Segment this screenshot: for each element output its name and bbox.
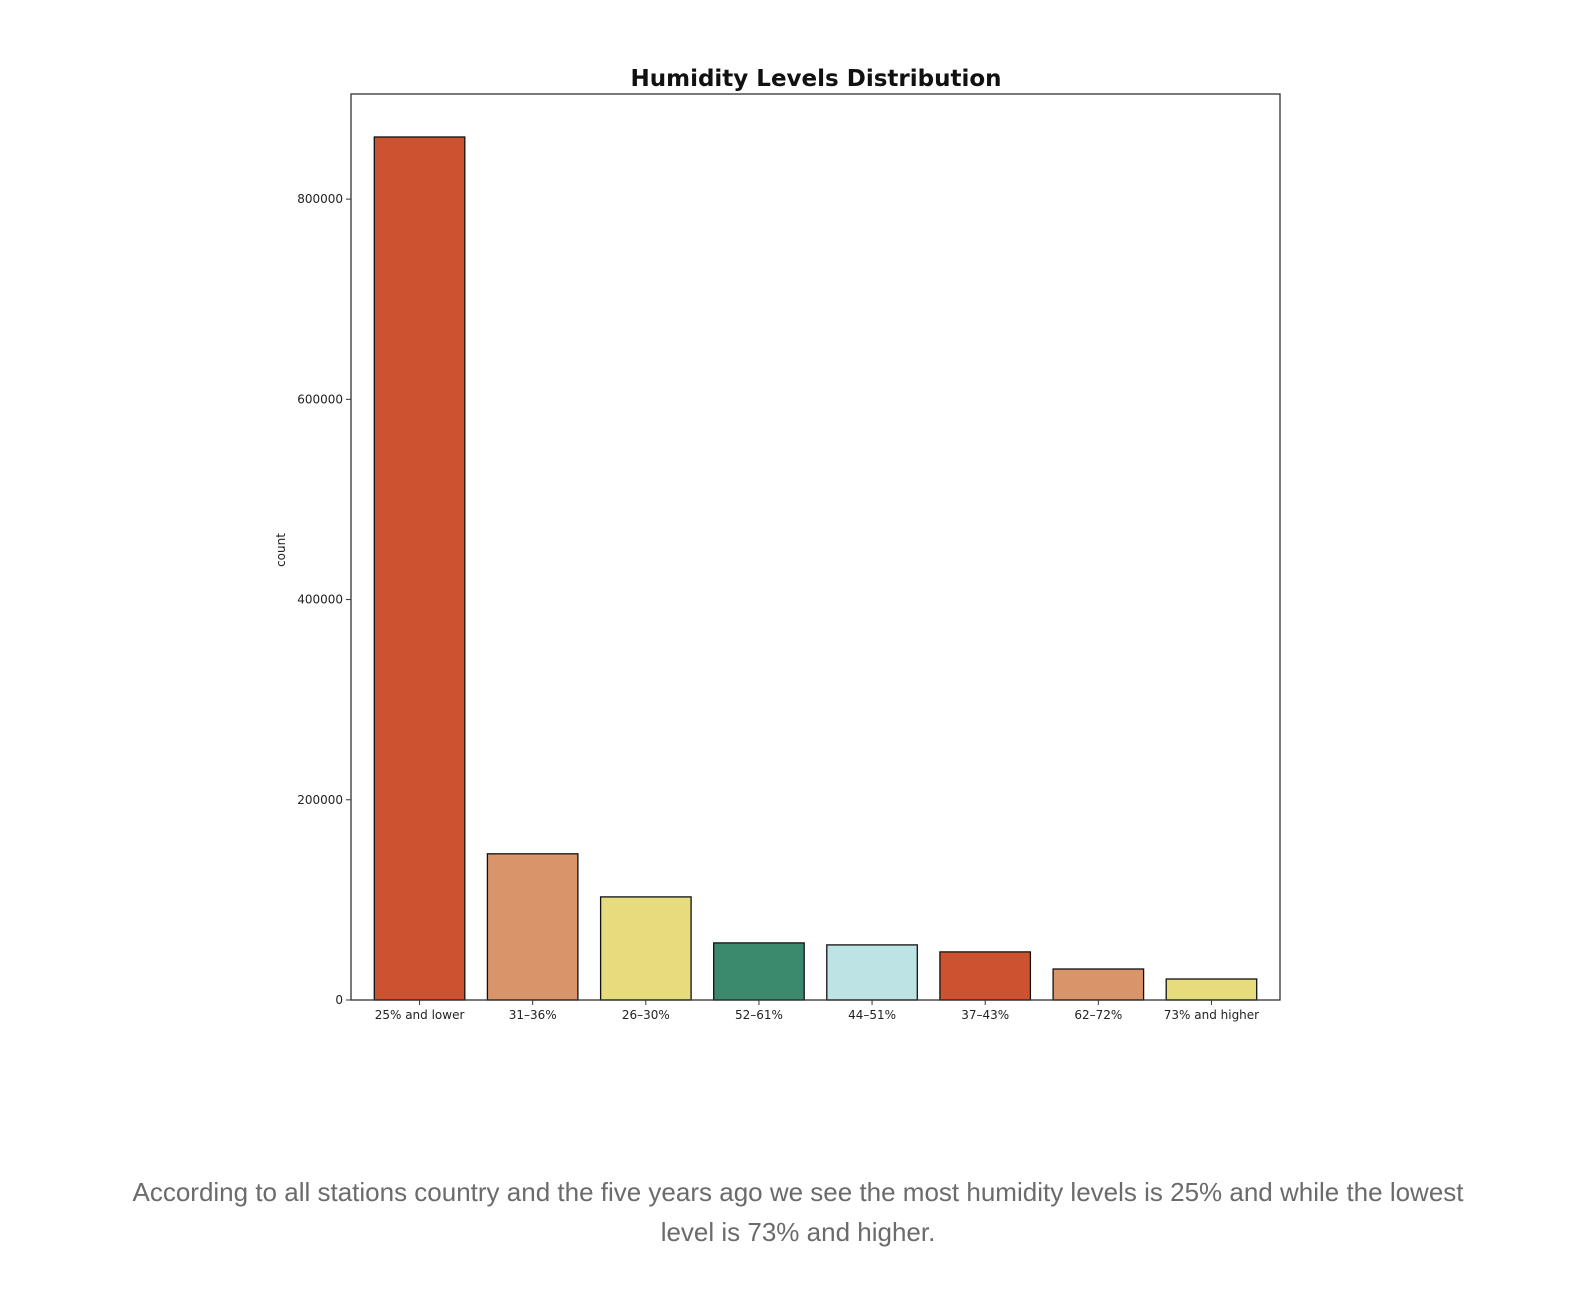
y-tick-label: 200000 — [297, 793, 343, 807]
y-tick-label: 400000 — [297, 593, 343, 607]
bar-2 — [486, 853, 579, 1001]
x-tick-label: 73% and higher — [1164, 1008, 1259, 1022]
x-axis-ticks: 25% and lower 31–36% 26–30% 52–61% 44–51% 37–… — [375, 1000, 1259, 1022]
chart-title: Humidity Levels Distribution — [630, 66, 1001, 92]
bars-layer — [373, 136, 1258, 1001]
figure-caption: According to all stations country and th… — [132, 1177, 1464, 1247]
bar-7 — [1052, 968, 1145, 1001]
bar-8 — [1165, 978, 1258, 1001]
x-tick-label: 37–43% — [961, 1008, 1009, 1022]
bar-chart: Humidity Levels Distribution count 0 2000… — [274, 66, 1281, 1022]
y-tick-label: 0 — [335, 993, 343, 1007]
x-tick-label: 31–36% — [509, 1008, 557, 1022]
y-tick-label: 800000 — [297, 192, 343, 206]
plot-frame — [350, 93, 1281, 1001]
y-tick-label: 600000 — [297, 392, 343, 406]
bar-6 — [939, 951, 1032, 1001]
bar-1 — [373, 136, 466, 1001]
x-tick-label: 26–30% — [622, 1008, 670, 1022]
x-tick-label: 52–61% — [735, 1008, 783, 1022]
bar-4 — [713, 942, 805, 1001]
bar-3 — [599, 896, 692, 1001]
x-tick-label: 44–51% — [848, 1008, 896, 1022]
bar-5 — [826, 944, 918, 1001]
x-tick-label: 62–72% — [1074, 1008, 1122, 1022]
y-axis-label: count — [274, 533, 288, 567]
x-tick-label: 25% and lower — [375, 1008, 465, 1022]
y-axis-ticks: 0 200000 400000 600000 800000 — [297, 192, 351, 1007]
